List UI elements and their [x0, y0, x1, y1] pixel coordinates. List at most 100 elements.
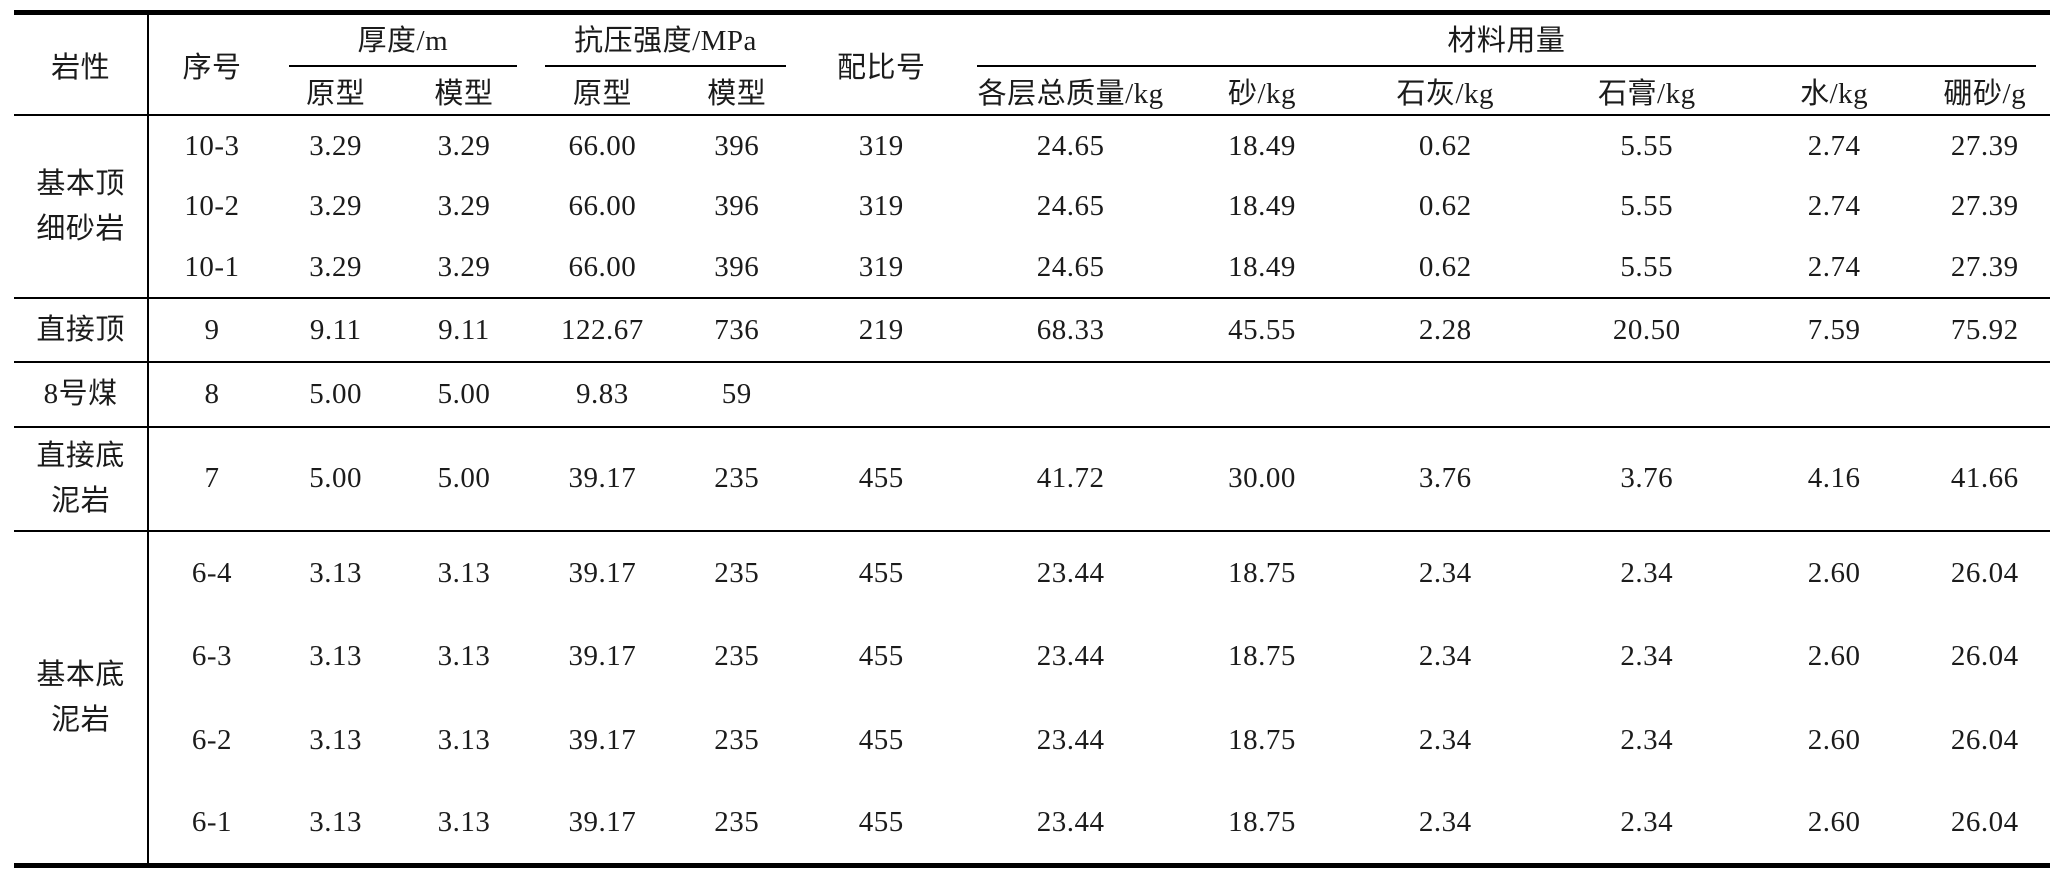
table-cell: [963, 362, 1179, 426]
table-cell: 23.44: [1036, 557, 1105, 590]
serial-cell: 6-2: [191, 723, 233, 756]
group-basic-floor-mudstone: 基本底 泥岩 6-4 3.13 3.13 39.17 235 455 23.44…: [14, 531, 2050, 866]
table-cell: 2.74: [1807, 129, 1861, 162]
table-cell: 24.65: [1036, 129, 1105, 162]
table-cell: 3.29: [309, 129, 363, 162]
table-cell: 5.00: [309, 462, 363, 495]
table-cell: 18.49: [1228, 250, 1296, 283]
table-row: 直接底 泥岩 7 5.00 5.00 39.17 235 455 41.72 3…: [14, 426, 2050, 532]
table-row: 6-1 3.13 3.13 39.17 235 455 23.44 18.75 …: [14, 782, 2050, 866]
header-strength-prototype: 原型: [572, 77, 632, 110]
header-row-subcolumns: 原型 模型 原型 模型 各层总质量/kg 砂/kg 石灰/kg 石膏/kg 水/…: [14, 67, 2050, 115]
serial-cell: 10-1: [184, 250, 240, 283]
table-cell: 455: [858, 640, 904, 673]
table-cell: 26.04: [1950, 640, 2019, 673]
serial-cell: 10-3: [184, 129, 240, 162]
table-cell: 75.92: [1950, 313, 2019, 346]
table-cell: 219: [858, 313, 904, 346]
group-immediate-floor-mudstone: 直接底 泥岩 7 5.00 5.00 39.17 235 455 41.72 3…: [14, 426, 2050, 532]
table-cell: 2.60: [1807, 805, 1861, 838]
table-cell: 235: [714, 462, 760, 495]
group-immediate-roof: 直接顶 9 9.11 9.11 122.67 736 219 68.33 45.…: [14, 298, 2050, 363]
table-cell: 27.39: [1950, 190, 2019, 223]
table-cell: [1920, 362, 2050, 426]
table-row: 基本顶 细砂岩 10-3 3.29 3.29 66.00 396 319 24.…: [14, 115, 2050, 299]
lithology-cell: 8号煤: [14, 362, 150, 427]
table-cell: [1749, 362, 1920, 426]
table-cell: 5.55: [1620, 190, 1674, 223]
header-gypsum: 石膏/kg: [1598, 77, 1696, 110]
table-cell: 2.34: [1620, 640, 1674, 673]
table-cell: 30.00: [1228, 462, 1296, 495]
table-cell: 319: [858, 129, 904, 162]
table-cell: 2.34: [1418, 723, 1472, 756]
table-cell: 2.34: [1620, 557, 1674, 590]
serial-cell: 10-2: [184, 190, 240, 223]
table-cell: 0.62: [1418, 129, 1472, 162]
table-cell: 3.13: [309, 557, 363, 590]
table-cell: 3.29: [437, 190, 491, 223]
table-cell: [800, 362, 963, 426]
header-lithology: 岩性: [14, 12, 150, 115]
table-cell: 26.04: [1950, 557, 2019, 590]
table-cell: 23.44: [1036, 805, 1105, 838]
table-cell: 396: [714, 250, 760, 283]
table-cell: 2.74: [1807, 190, 1861, 223]
table-cell: 0.62: [1418, 250, 1472, 283]
table-cell: 0.62: [1418, 190, 1472, 223]
table-cell: 27.39: [1950, 250, 2019, 283]
table-cell: 3.13: [309, 805, 363, 838]
table-cell: 2.60: [1807, 557, 1861, 590]
table-cell: 736: [714, 313, 760, 346]
table-cell: 319: [858, 190, 904, 223]
header-thickness-prototype: 原型: [306, 77, 366, 110]
serial-cell: 6-3: [191, 640, 233, 673]
table-cell: 2.34: [1620, 723, 1674, 756]
table-cell: 18.75: [1228, 557, 1296, 590]
table-cell: 455: [858, 805, 904, 838]
lithology-cell: 基本底 泥岩: [14, 531, 150, 866]
table-cell: 3.76: [1620, 462, 1674, 495]
table-cell: 68.33: [1036, 313, 1105, 346]
serial-cell: 9: [204, 313, 220, 346]
table-cell: 66.00: [568, 250, 637, 283]
serial-cell: 7: [204, 462, 220, 495]
header-borax: 硼砂/g: [1943, 77, 2027, 110]
table-cell: 122.67: [561, 313, 644, 346]
table-cell: 3.13: [309, 640, 363, 673]
table-cell: 2.34: [1620, 805, 1674, 838]
table-cell: 455: [858, 723, 904, 756]
table-cell: 18.49: [1228, 190, 1296, 223]
header-lime: 石灰/kg: [1396, 77, 1495, 110]
table-row: 6-3 3.13 3.13 39.17 235 455 23.44 18.75 …: [14, 615, 2050, 699]
table-cell: 18.75: [1228, 640, 1296, 673]
table-cell: 455: [858, 462, 904, 495]
lithology-cell: 直接顶: [14, 298, 150, 363]
table-row: 8号煤 8 5.00 5.00 9.83 59: [14, 362, 2050, 427]
table-cell: 26.04: [1950, 805, 2019, 838]
table-cell: 5.00: [309, 377, 363, 410]
table-cell: 3.29: [437, 250, 491, 283]
table-cell: 23.44: [1036, 640, 1105, 673]
table-cell: 2.74: [1807, 250, 1861, 283]
table-cell: 5.55: [1620, 129, 1674, 162]
table-cell: 2.60: [1807, 723, 1861, 756]
table-cell: [1345, 362, 1545, 426]
lithology-cell: 基本顶 细砂岩: [14, 115, 150, 299]
table-cell: 18.49: [1228, 129, 1296, 162]
table-cell: 235: [714, 557, 760, 590]
table-cell: 2.60: [1807, 640, 1861, 673]
table-cell: 18.75: [1228, 805, 1296, 838]
table-cell: 7.59: [1807, 313, 1861, 346]
table-cell: 27.39: [1950, 129, 2019, 162]
table-cell: 455: [858, 557, 904, 590]
table-cell: 18.75: [1228, 723, 1296, 756]
header-thickness-group: 厚度/m: [275, 13, 532, 68]
header-water: 水/kg: [1800, 77, 1869, 110]
table-cell: 3.29: [309, 250, 363, 283]
table-cell: 20.50: [1612, 313, 1681, 346]
header-strength-group: 抗压强度/MPa: [531, 13, 800, 68]
table-cell: 235: [714, 805, 760, 838]
header-row-groups: 岩性 序号 厚度/m 抗压强度/MPa 配比号 材料用量: [14, 12, 2050, 115]
